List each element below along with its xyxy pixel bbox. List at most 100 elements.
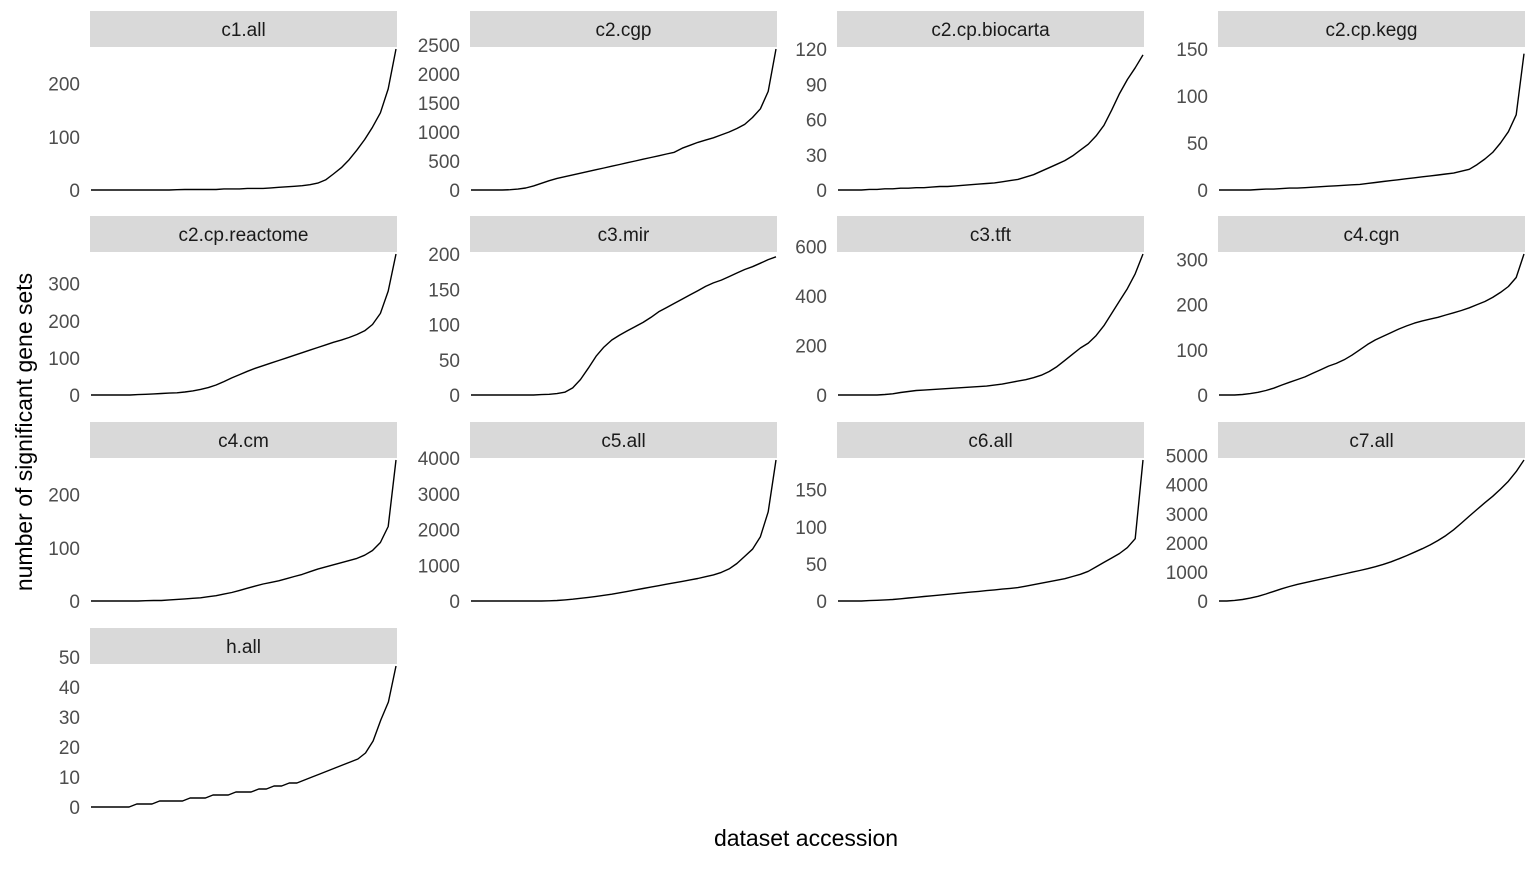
y-tick-label: 30 (59, 708, 80, 729)
y-tick-label: 50 (439, 351, 460, 372)
panel-strip (837, 422, 1144, 458)
panel-c4-cgn: c4.cgn 0 100 200 300 (1176, 216, 1525, 407)
panel-strip (1218, 11, 1525, 47)
y-tick-label: 5000 (1166, 447, 1208, 468)
y-tick-label: 0 (1197, 592, 1208, 613)
y-tick-label: 100 (1176, 87, 1208, 108)
y-tick-label: 50 (1187, 134, 1208, 155)
y-tick-label: 4000 (418, 449, 460, 470)
y-tick-label: 600 (795, 238, 827, 259)
panel-strip (90, 628, 397, 664)
panel-c5-all: c5.all 0 1000 2000 3000 4000 (418, 422, 777, 613)
series-line (91, 459, 397, 602)
panel-c3-mir: c3.mir 0 50 100 150 200 (428, 216, 777, 407)
y-tick-label: 0 (449, 386, 460, 407)
panel-c2-cp-kegg: c2.cp.kegg 0 50 100 150 (1176, 11, 1525, 202)
series-line (91, 48, 397, 191)
y-tick-label: 0 (69, 798, 80, 819)
panel-title: c3.mir (598, 225, 650, 246)
series-line (838, 253, 1144, 396)
panel-title: c6.all (968, 431, 1012, 452)
y-tick-label: 0 (1197, 386, 1208, 407)
panel-title: c4.cgn (1344, 225, 1400, 246)
y-tick-label: 200 (48, 75, 80, 96)
y-tick-label: 200 (795, 337, 827, 358)
panel-c2-cp-reactome: c2.cp.reactome 0 100 200 300 (48, 216, 397, 407)
y-tick-label: 20 (59, 738, 80, 759)
y-tick-label: 100 (1176, 341, 1208, 362)
series-line (1219, 53, 1525, 191)
y-tick-label: 1500 (418, 94, 460, 115)
series-line (838, 459, 1144, 602)
y-tick-label: 500 (428, 152, 460, 173)
y-tick-label: 40 (59, 678, 80, 699)
y-tick-label: 90 (806, 75, 827, 96)
y-tick-label: 150 (795, 481, 827, 502)
panel-c4-cm: c4.cm 0 100 200 (48, 422, 397, 613)
panel-title: c2.cp.reactome (179, 225, 309, 246)
panel-strip (470, 11, 777, 47)
series-line (1219, 459, 1525, 602)
y-tick-label: 2000 (418, 65, 460, 86)
y-tick-label: 200 (48, 486, 80, 507)
y-tick-label: 0 (816, 181, 827, 202)
y-tick-label: 400 (795, 287, 827, 308)
panel-title: c2.cgp (596, 20, 652, 41)
panel-title: c7.all (1349, 431, 1393, 452)
panel-strip (1218, 216, 1525, 252)
y-tick-label: 300 (1176, 250, 1208, 271)
y-tick-label: 0 (816, 592, 827, 613)
y-tick-label: 60 (806, 111, 827, 132)
y-tick-label: 200 (48, 312, 80, 333)
y-tick-label: 0 (449, 592, 460, 613)
panel-strip (90, 216, 397, 252)
panel-title: c4.cm (218, 431, 269, 452)
y-tick-label: 120 (795, 40, 827, 61)
series-line (91, 253, 397, 396)
y-tick-label: 100 (48, 128, 80, 149)
panel-strip (470, 216, 777, 252)
y-tick-label: 0 (816, 386, 827, 407)
panel-title: c1.all (221, 20, 265, 41)
panel-title: c2.cp.biocarta (931, 20, 1050, 41)
y-tick-label: 1000 (418, 123, 460, 144)
panel-title: c3.tft (970, 225, 1012, 246)
series-line (91, 665, 397, 808)
panel-strip (837, 11, 1144, 47)
y-tick-label: 2000 (1166, 534, 1208, 555)
y-tick-label: 3000 (1166, 505, 1208, 526)
panel-title: h.all (226, 637, 261, 658)
y-tick-label: 0 (449, 181, 460, 202)
panel-strip (837, 216, 1144, 252)
y-tick-label: 200 (428, 245, 460, 266)
y-tick-label: 150 (428, 280, 460, 301)
series-line (471, 48, 777, 191)
y-tick-label: 100 (48, 539, 80, 560)
series-line (471, 459, 777, 602)
y-tick-label: 150 (1176, 40, 1208, 61)
y-tick-label: 100 (795, 518, 827, 539)
y-tick-label: 10 (59, 768, 80, 789)
y-tick-label: 0 (69, 181, 80, 202)
y-tick-label: 200 (1176, 296, 1208, 317)
y-tick-label: 50 (59, 648, 80, 669)
y-tick-label: 0 (1197, 181, 1208, 202)
y-tick-label: 1000 (1166, 563, 1208, 584)
panel-c7-all: c7.all 0 1000 2000 3000 4000 5000 (1166, 422, 1525, 613)
series-line (838, 54, 1144, 191)
panel-h-all: h.all 0 10 20 30 40 50 (59, 628, 397, 819)
y-tick-label: 300 (48, 275, 80, 296)
y-tick-label: 2000 (418, 521, 460, 542)
y-tick-label: 3000 (418, 485, 460, 506)
panel-c2-cgp: c2.cgp 0 500 1000 1500 2000 2500 (418, 11, 777, 202)
panel-c3-tft: c3.tft 0 200 400 600 (795, 216, 1144, 407)
panel-strip (90, 422, 397, 458)
panel-c2-cp-biocarta: c2.cp.biocarta 0 30 60 90 120 (795, 11, 1144, 202)
y-tick-label: 50 (806, 555, 827, 576)
y-tick-label: 1000 (418, 556, 460, 577)
panel-title: c5.all (601, 431, 645, 452)
panel-c1-all: c1.all 0 100 200 (48, 11, 397, 202)
y-tick-label: 4000 (1166, 476, 1208, 497)
